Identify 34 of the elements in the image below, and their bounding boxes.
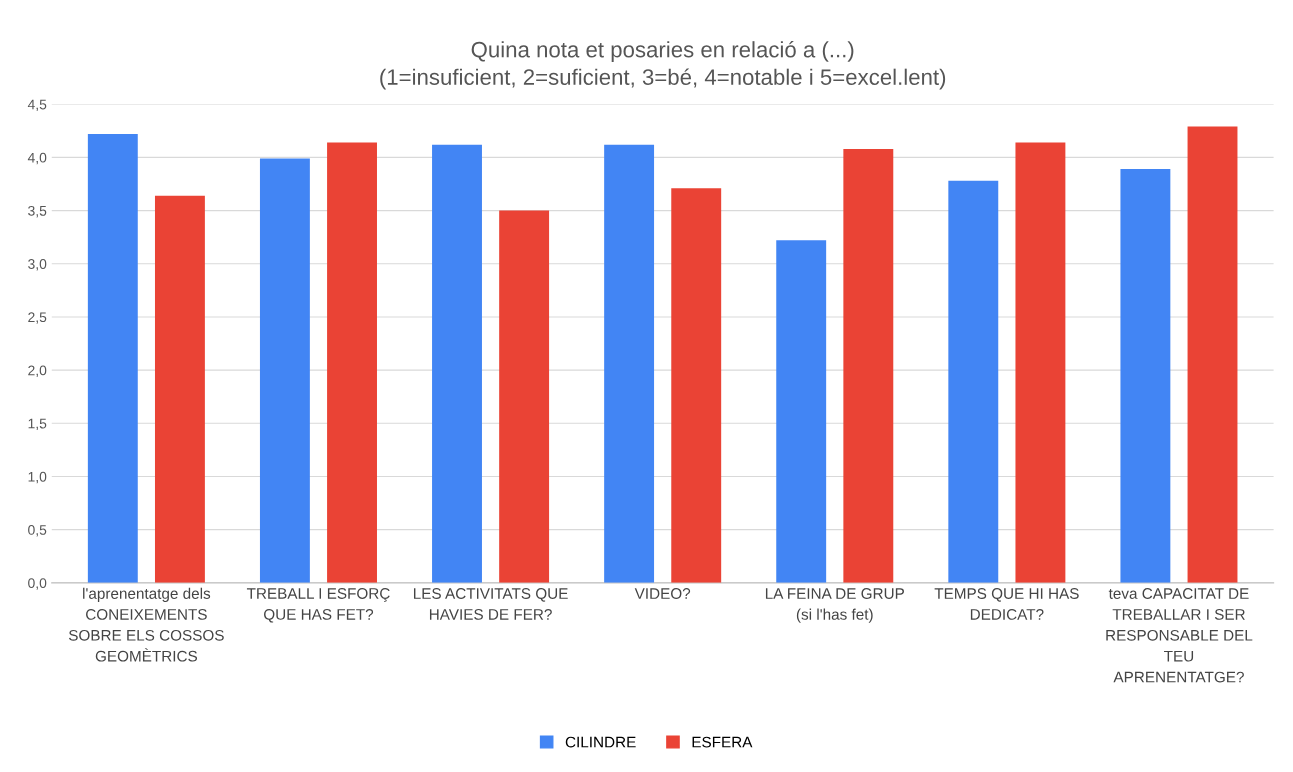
bar	[154, 195, 205, 583]
x-tick-label: LA FEINA DE GRUP (si l'has fet)	[765, 588, 904, 623]
y-tick-label: 2,5	[28, 312, 47, 324]
bar	[671, 188, 722, 583]
y-tick-label: 2,0	[28, 365, 47, 377]
bar	[499, 210, 550, 583]
bar	[87, 134, 138, 583]
bar	[1187, 126, 1238, 583]
y-tick-label: 4,0	[27, 152, 47, 165]
y-tick-label: 0,5	[28, 525, 47, 537]
y-tick-label: 1,0	[28, 471, 47, 484]
y-tick-label: 3,5	[28, 205, 47, 218]
bar	[776, 240, 827, 583]
bar	[948, 180, 999, 583]
bar	[259, 158, 310, 583]
bar	[604, 144, 655, 583]
x-tick-label: TREBALL I ESFORÇ QUE HAS FET?	[246, 588, 390, 623]
x-tick-label: VIDEO?	[634, 588, 691, 599]
legend-label: CILINDRE	[565, 736, 636, 748]
y-tick-label: 1,5	[28, 418, 47, 431]
x-tick-label: l'aprenentatge dels CONEIXEMENTS SOBRE ELS COSSOS GEOMÈTRICS	[68, 587, 224, 662]
x-tick-label: LES ACTIVITATS QUE HAVIES DE FER?	[413, 588, 568, 620]
x-tick-label: TEMPS QUE HI HAS DEDICAT?	[934, 588, 1079, 620]
bar	[1015, 142, 1066, 583]
bar	[1120, 169, 1171, 583]
bar	[327, 142, 377, 583]
x-tick-label: teva CAPACITAT DE TREBALLAR I SER RESPONSABLE DEL TEU APRENENTATGE?	[1106, 588, 1253, 683]
bar	[843, 148, 894, 583]
y-tick-label: 0,0	[28, 578, 47, 590]
chart-title: Quina nota et posaries en relació a (...) (1=insuficient, 2=suficient, 3=bé, 4=notable i 5=excel.lent)	[380, 40, 946, 90]
legend-label: ESFERA	[692, 736, 753, 748]
y-tick-label: 3,0	[28, 259, 47, 271]
y-tick-label: 4,5	[27, 99, 47, 112]
bar	[432, 144, 482, 583]
